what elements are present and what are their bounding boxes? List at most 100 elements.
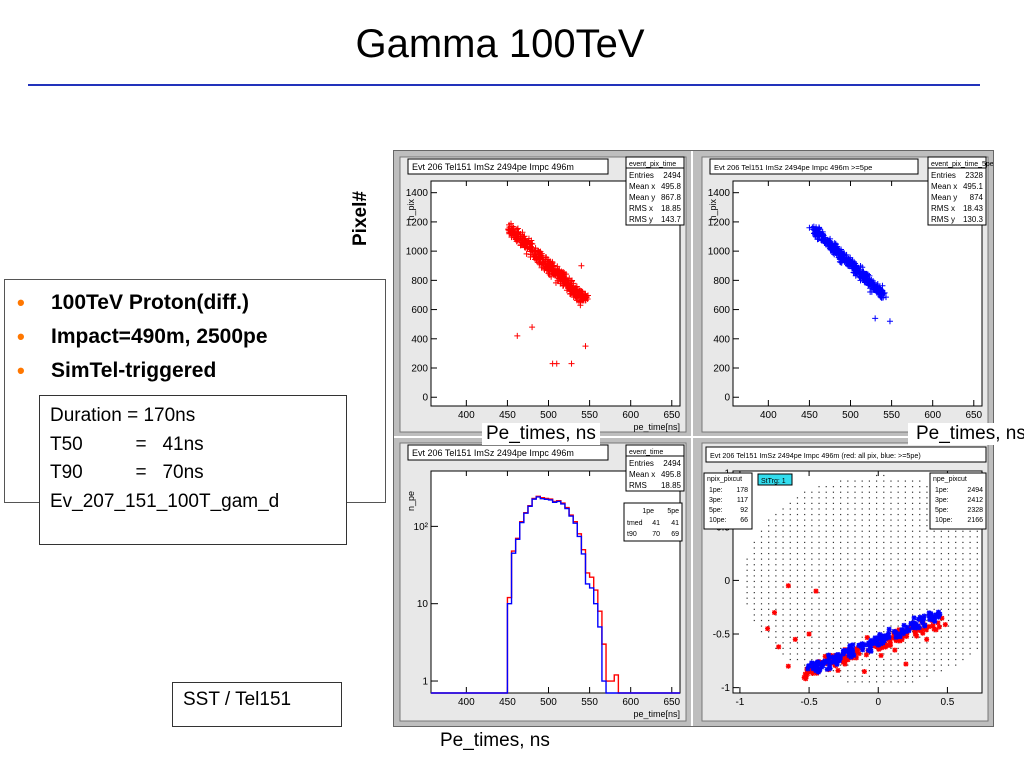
camera-pixel-hit: [820, 663, 826, 669]
camera-pixel: [919, 536, 921, 538]
camera-pixel: [890, 530, 892, 532]
camera-pixel: [840, 513, 842, 516]
camera-pixel: [753, 580, 755, 583]
camera-pixel: [760, 586, 763, 588]
camera-pixel: [926, 552, 928, 555]
camera-pixel: [904, 592, 906, 594]
camera-pixel: [933, 642, 935, 644]
camera-pixel: [962, 592, 964, 594]
scatter-point: [514, 332, 521, 339]
legend-row-value: 69: [671, 531, 679, 538]
camera-pixel: [840, 558, 842, 560]
camera-pixel: [962, 647, 964, 649]
camera-pixel: [789, 631, 791, 633]
camera-pixel: [861, 541, 863, 544]
camera-pixel: [940, 575, 942, 577]
camera-pixel: [768, 636, 770, 638]
scatter-point: [539, 260, 546, 267]
camera-pixel: [962, 642, 964, 644]
camera-pixel: [768, 608, 770, 610]
camera-pixel: [840, 497, 842, 499]
camera-pixel: [911, 508, 914, 510]
camera-pixel-hit: [917, 627, 923, 633]
camera-pixel: [811, 536, 813, 538]
camera-pixel: [919, 569, 921, 571]
camera-pixel: [796, 614, 799, 616]
camera-pixel: [768, 603, 770, 605]
x-tick-label: 600: [622, 697, 639, 708]
scatter-point: [566, 286, 573, 293]
camera-pixel: [775, 525, 777, 527]
camera-pixel: [760, 592, 763, 594]
camera-pixel: [832, 536, 835, 538]
camera-pixel: [868, 519, 870, 521]
camera-pixel: [768, 575, 770, 577]
camera-pixel: [782, 552, 784, 555]
scatter-point: [577, 298, 584, 305]
camera-pixel: [875, 586, 878, 588]
scatter-point: [555, 275, 562, 282]
camera-pixel: [847, 597, 849, 599]
info-line: Ev_207_151_100T_gam_d: [50, 490, 280, 512]
camera-pixel: [818, 547, 820, 549]
camera-pixel-hit: [939, 615, 945, 621]
camera-pixel: [868, 575, 870, 577]
camera-pixel: [811, 558, 813, 560]
camera-pixel: [825, 597, 827, 599]
camera-pixel: [804, 525, 806, 527]
camera-pixel: [832, 592, 835, 594]
camera-pixel: [760, 608, 763, 610]
camera-pixel: [868, 525, 870, 527]
camera-pixel: [947, 541, 950, 544]
camera-pixel: [883, 586, 885, 588]
event-info-box: Duration = 170ns T50 = 41ns T90 = 70ns E…: [39, 395, 347, 545]
camera-pixel-hit: [856, 651, 862, 657]
camera-pixel: [890, 647, 892, 649]
camera-pixel: [875, 552, 878, 555]
camera-pixel: [926, 491, 928, 493]
pixel-axis-note: Pixel#: [348, 182, 374, 248]
camera-pixel-hit: [834, 661, 840, 667]
camera-pixel: [775, 564, 777, 566]
camera-pixel: [861, 619, 863, 622]
camera-pixel: [818, 508, 820, 510]
camera-pixel: [789, 569, 791, 571]
camera-pixel: [768, 547, 770, 549]
camera-pixel-hit: [879, 645, 885, 651]
camera-pixel: [825, 497, 827, 499]
camera-pixel: [897, 653, 899, 655]
camera-pixel: [926, 513, 928, 516]
y-tick-label: 1: [422, 677, 428, 688]
bullet-item: • SimTel-triggered: [5, 354, 385, 388]
camera-pixel: [832, 608, 835, 610]
camera-pixel: [861, 480, 863, 482]
camera-pixel: [789, 647, 791, 649]
camera-pixel: [768, 625, 770, 627]
camera-pixel: [782, 592, 784, 594]
camera-pixel: [875, 502, 878, 504]
scatter-point: [828, 241, 835, 248]
camera-pixel: [825, 564, 827, 566]
camera-pixel: [832, 580, 835, 583]
scatter-point: [827, 241, 834, 248]
camera-pixel: [753, 564, 755, 566]
camera-pixel: [962, 580, 964, 583]
camera-pixel-hit: [803, 674, 809, 680]
camera-pixel: [904, 569, 906, 571]
camera-pixel: [911, 631, 914, 633]
camera-pixel: [868, 530, 870, 532]
camera-pixel: [840, 547, 842, 549]
camera-pixel-hit: [850, 642, 856, 648]
camera-pixel: [782, 569, 784, 571]
camera-pixel: [940, 658, 942, 661]
camera-pixel: [868, 625, 870, 627]
y-tick-label: 0: [724, 576, 730, 587]
camera-pixel: [768, 564, 770, 566]
camera-pixel: [933, 647, 935, 649]
camera-pixel: [861, 486, 863, 488]
camera-pixel: [811, 525, 813, 527]
root-canvas: 400 450 500 550 600 650 0 200 400 600 800 1000 1200 1…: [393, 150, 994, 727]
npe-value: 2412: [967, 497, 983, 504]
camera-pixel: [875, 558, 878, 560]
npix-value: 92: [740, 507, 748, 514]
